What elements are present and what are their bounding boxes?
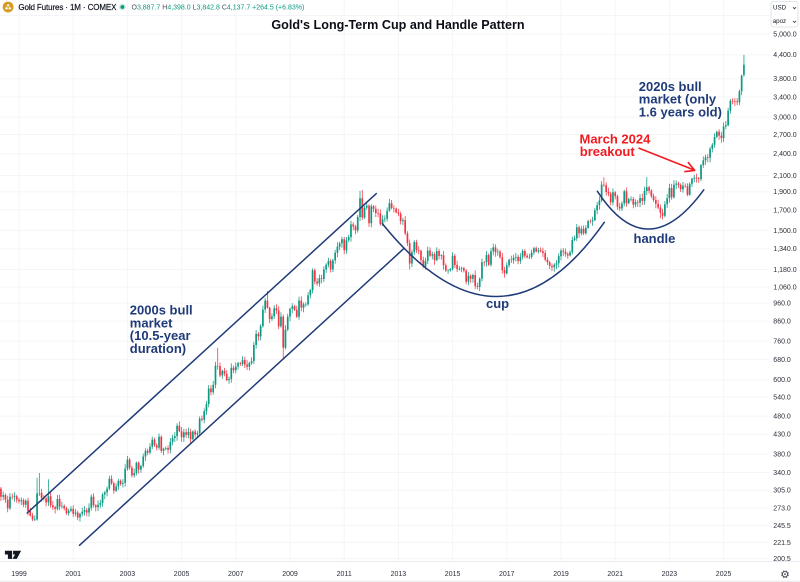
svg-text:2009: 2009 (282, 571, 298, 578)
svg-text:860.0: 860.0 (773, 319, 791, 326)
svg-text:2020s bull: 2020s bull (639, 79, 702, 94)
svg-text:3,400.0: 3,400.0 (773, 94, 796, 101)
svg-text:1,700.0: 1,700.0 (773, 207, 796, 214)
svg-text:2000s bull: 2000s bull (130, 302, 193, 317)
svg-text:(10.5-year: (10.5-year (130, 328, 191, 343)
svg-text:1.6 years old): 1.6 years old) (639, 104, 722, 119)
svg-text:340.0: 340.0 (773, 470, 791, 477)
svg-text:540.0: 540.0 (773, 394, 791, 401)
svg-text:2013: 2013 (391, 571, 407, 578)
svg-text:2019: 2019 (553, 571, 569, 578)
svg-text:221.5: 221.5 (773, 540, 791, 547)
svg-text:600.0: 600.0 (773, 377, 791, 384)
svg-text:480.0: 480.0 (773, 414, 791, 421)
svg-text:handle: handle (634, 231, 676, 246)
svg-text:3,000.0: 3,000.0 (773, 115, 796, 122)
svg-text:2,400.0: 2,400.0 (773, 151, 796, 158)
svg-text:2005: 2005 (174, 571, 190, 578)
svg-text:2017: 2017 (499, 571, 515, 578)
svg-text:273.0: 273.0 (773, 506, 791, 513)
svg-text:305.0: 305.0 (773, 488, 791, 495)
svg-text:1,180.0: 1,180.0 (773, 267, 796, 274)
svg-text:2011: 2011 (337, 571, 352, 578)
svg-text:1,900.0: 1,900.0 (773, 189, 796, 196)
svg-text:4,400.0: 4,400.0 (773, 52, 796, 59)
svg-text:USD: USD (773, 5, 787, 12)
svg-text:March 2024: March 2024 (580, 131, 652, 146)
svg-text:1999: 1999 (11, 571, 27, 578)
svg-text:2,700.0: 2,700.0 (773, 132, 796, 139)
svg-text:2001: 2001 (65, 571, 81, 578)
svg-text:1,340.0: 1,340.0 (773, 246, 796, 253)
svg-text:1,500.0: 1,500.0 (773, 228, 796, 235)
svg-text:760.0: 760.0 (773, 339, 791, 346)
svg-text:2021: 2021 (607, 571, 623, 578)
svg-text:2015: 2015 (445, 571, 461, 578)
svg-text:2003: 2003 (120, 571, 136, 578)
svg-text:cup: cup (486, 296, 509, 311)
svg-text:2023: 2023 (662, 571, 678, 578)
svg-text:200.5: 200.5 (773, 556, 791, 563)
svg-text:430.0: 430.0 (773, 432, 791, 439)
svg-text:2007: 2007 (228, 571, 244, 578)
svg-text:680.0: 680.0 (773, 357, 791, 364)
svg-text:5,000.0: 5,000.0 (773, 31, 796, 38)
svg-text:market: market (130, 315, 173, 330)
svg-text:Gold Futures · 1M · COMEX: Gold Futures · 1M · COMEX (18, 3, 117, 12)
svg-text:duration): duration) (130, 341, 186, 356)
svg-text:960.0: 960.0 (773, 301, 791, 308)
svg-text:2,100.0: 2,100.0 (773, 173, 796, 180)
svg-text:1,060.0: 1,060.0 (773, 284, 796, 291)
svg-text:apoz: apoz (773, 18, 786, 25)
svg-text:O3,887.7 H4,398.0 L3,842.8 C4,: O3,887.7 H4,398.0 L3,842.8 C4,137.7 +264… (132, 5, 305, 12)
svg-text:3,800.0: 3,800.0 (773, 76, 796, 83)
svg-text:breakout: breakout (580, 144, 636, 159)
svg-text:market (only: market (only (639, 92, 717, 107)
svg-text:Gold's Long-Term Cup and Handl: Gold's Long-Term Cup and Handle Pattern (271, 18, 524, 32)
svg-text:380.0: 380.0 (773, 452, 791, 459)
svg-text:245.5: 245.5 (773, 523, 791, 530)
svg-text:2025: 2025 (716, 571, 732, 578)
